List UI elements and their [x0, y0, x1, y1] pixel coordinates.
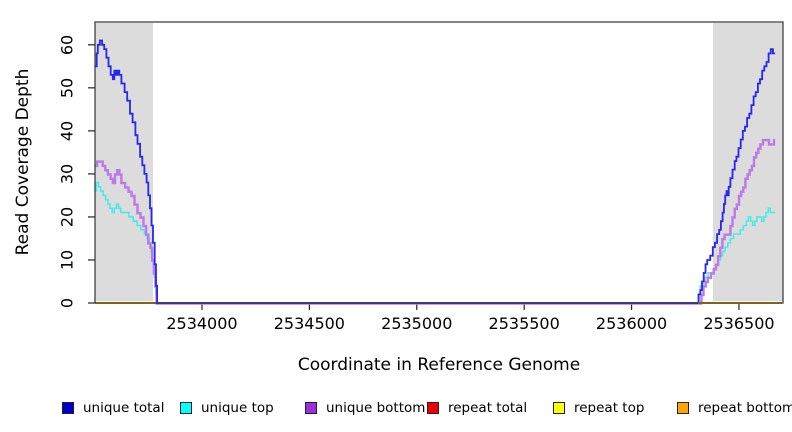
x-tick-label: 2535500 [488, 314, 560, 333]
x-tick-label: 2534000 [166, 314, 238, 333]
x-tick-label: 2535000 [381, 314, 453, 333]
y-tick-label: 30 [57, 163, 77, 185]
legend-item-unique-bottom: unique bottom [305, 399, 425, 417]
legend-swatch-repeat-bottom [677, 402, 689, 414]
legend-item-repeat-top: repeat top [553, 399, 644, 417]
repeat-region-band [95, 23, 153, 301]
x-tick-label: 2534500 [273, 314, 345, 333]
x-tick-label: 2536500 [703, 314, 775, 333]
y-tick-label: 40 [57, 120, 77, 142]
y-tick-label: 50 [57, 77, 77, 99]
y-tick-label: 0 [57, 297, 77, 309]
x-axis-title: Coordinate in Reference Genome [297, 355, 581, 375]
legend-label: repeat top [574, 400, 645, 416]
x-tick-label: 2536000 [595, 314, 668, 333]
legend-swatch-repeat-top [553, 402, 565, 414]
legend-item-repeat-bottom: repeat bottom [677, 399, 792, 417]
legend: unique total unique top unique bottom re… [0, 397, 792, 419]
legend-label: unique total [83, 400, 165, 416]
repeat-region-band [712, 23, 783, 301]
y-tick-label: 10 [57, 249, 77, 271]
y-tick-label: 60 [57, 34, 77, 55]
y-tick-label: 20 [57, 206, 77, 228]
legend-label: repeat total [448, 400, 528, 416]
legend-label: unique top [201, 400, 274, 416]
legend-label: unique bottom [326, 400, 426, 416]
series-line-unique-total [95, 39, 776, 304]
legend-swatch-unique-bottom [305, 402, 317, 414]
legend-label: repeat bottom [698, 400, 792, 416]
legend-swatch-unique-top [180, 402, 192, 414]
legend-swatch-repeat-total [427, 402, 439, 414]
legend-swatch-unique-total [62, 402, 74, 414]
legend-item-unique-top: unique top [180, 399, 274, 417]
series-line-unique-top [95, 181, 776, 304]
legend-item-unique-total: unique total [62, 399, 164, 417]
series-line-unique-bottom [95, 138, 776, 305]
y-axis-title: Read Coverage Depth [13, 68, 33, 256]
legend-item-repeat-total: repeat total [427, 399, 527, 417]
plot-box [94, 21, 784, 304]
